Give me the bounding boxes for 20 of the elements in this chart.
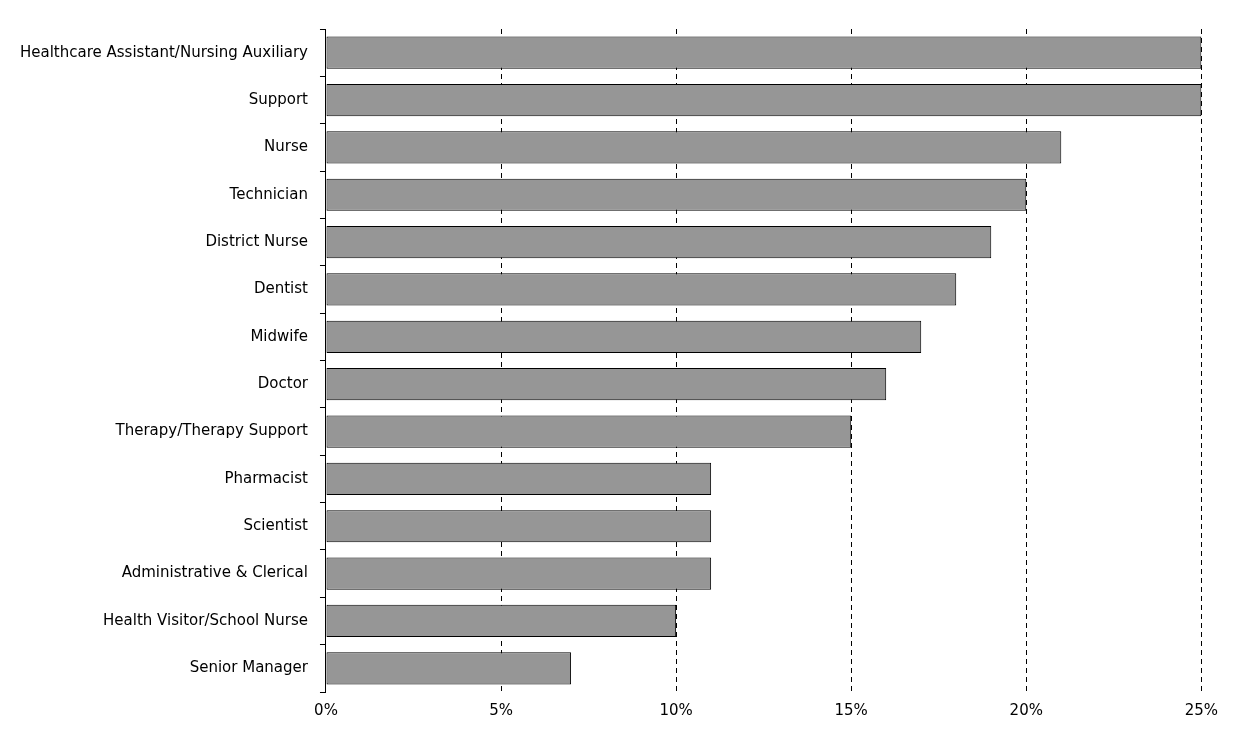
x-tick-label: 25% [1184,700,1218,719]
x-tick-label: 15% [834,700,868,719]
y-tick-label: Healthcare Assistant/Nursing Auxiliary [19,42,309,61]
y-tick-label: Dentist [253,279,309,298]
y-tick-label: Senior Manager [189,658,309,677]
x-tick-label: 10% [659,700,693,719]
y-tick-label: Support [248,89,309,108]
y-tick-label: Health Visitor/School Nurse [103,610,308,629]
y-tick-label: Therapy/Therapy Support [114,421,309,440]
y-tick-label: Pharmacist [224,468,309,487]
y-tick-label: Scientist [243,516,309,535]
y-tick-label: District Nurse [205,232,308,250]
y-tick-label: Midwife [250,326,308,345]
x-tick-label: 20% [1009,700,1043,719]
x-tick-label: 0% [314,700,338,719]
y-tick-label: Technician [228,184,308,203]
y-tick-label: Doctor [257,374,309,393]
x-tick-label: 5% [489,700,513,719]
y-tick-label: Administrative & Clerical [121,563,308,582]
y-tick-label: Nurse [264,137,308,156]
